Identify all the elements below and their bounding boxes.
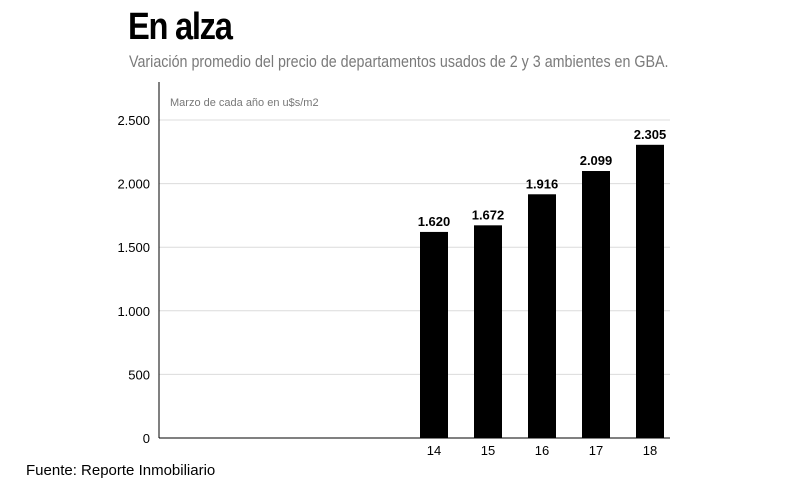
value-label: 1.672 (472, 207, 505, 222)
bar (582, 171, 610, 438)
x-tick-label: 15 (481, 443, 495, 458)
value-label: 1.620 (418, 214, 451, 229)
value-label: 1.916 (526, 176, 559, 191)
y-tick-label: 1.500 (117, 240, 150, 255)
y-tick-label: 2.500 (117, 113, 150, 128)
y-tick-label: 0 (143, 431, 150, 446)
chart-subtitle: Variación promedio del precio de departa… (129, 52, 669, 71)
value-label: 2.305 (634, 127, 667, 142)
y-tick-label: 2.000 (117, 177, 150, 192)
x-tick-label: 17 (589, 443, 603, 458)
unit-label: Marzo de cada año en u$s/m2 (170, 97, 319, 109)
y-tick-labels: 0 500 1.000 1.500 2.000 2.500 (117, 113, 150, 446)
bars (420, 144, 664, 438)
bar (636, 144, 664, 438)
x-tick-labels: 14 15 16 17 18 (427, 443, 657, 458)
y-tick-label: 1.000 (117, 304, 150, 319)
x-tick-label: 16 (535, 443, 549, 458)
value-label: 2.099 (580, 153, 613, 168)
value-labels: 1.620 1.672 1.916 2.099 2.305 (418, 127, 667, 229)
bar (528, 194, 556, 438)
y-tick-label: 500 (128, 367, 150, 382)
bar (420, 231, 448, 438)
x-tick-label: 14 (427, 443, 441, 458)
chart-title: En alza (128, 6, 233, 48)
bar (474, 225, 502, 438)
source-note: Fuente: Reporte Inmobiliario (26, 462, 216, 479)
x-tick-label: 18 (643, 443, 657, 458)
